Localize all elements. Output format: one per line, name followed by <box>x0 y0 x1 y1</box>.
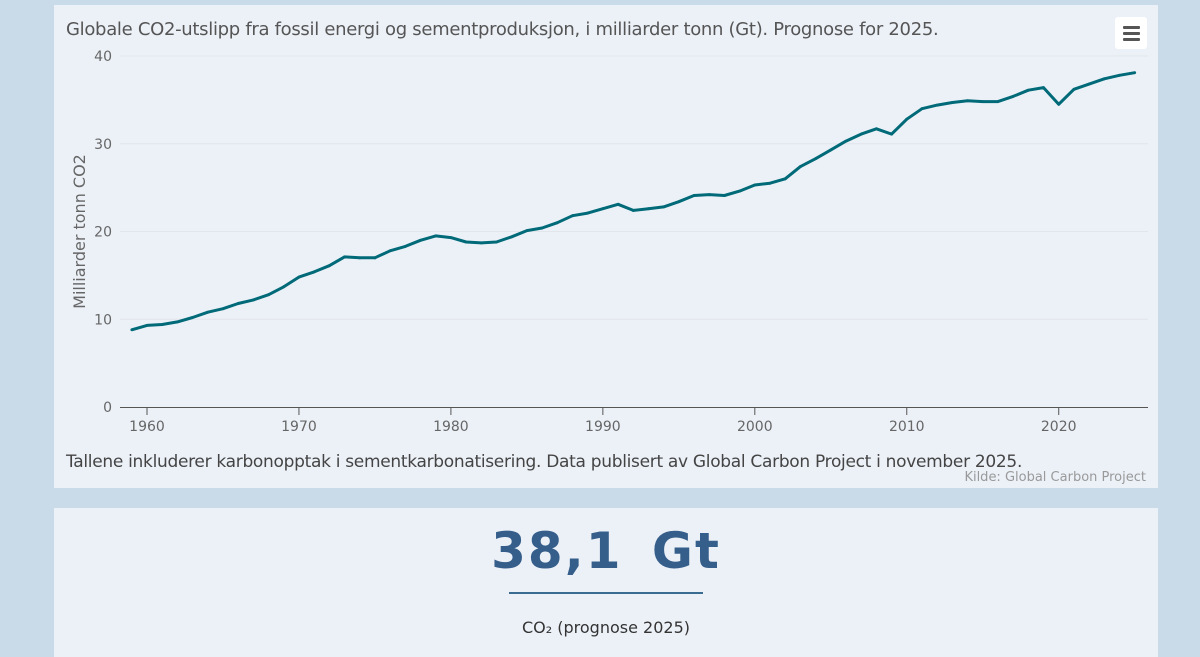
x-tick-label: 1980 <box>433 419 469 435</box>
data-point <box>267 293 270 297</box>
x-tick-label: 2020 <box>1041 419 1077 435</box>
data-point <box>282 285 286 289</box>
data-point <box>495 240 498 244</box>
data-point <box>905 117 909 121</box>
data-point <box>783 177 787 181</box>
data-point <box>738 189 742 193</box>
chart-source: Kilde: Global Carbon Project <box>964 470 1146 485</box>
data-point <box>251 298 255 302</box>
x-tick-label: 2010 <box>889 419 925 435</box>
y-tick-label: 10 <box>94 312 112 328</box>
data-point <box>707 193 711 197</box>
data-point <box>677 200 681 204</box>
chart-card: 0 10 20 30 40 1960 1970 1980 1990 2000 2010 2020 Mil… <box>54 5 1158 488</box>
data-point <box>799 165 802 168</box>
chart-title: Globale CO2-utslipp fra fossil energi og… <box>66 19 939 40</box>
series-line-co2 <box>131 71 1135 332</box>
data-point <box>449 236 453 240</box>
data-point <box>753 183 757 187</box>
data-point <box>145 323 149 327</box>
data-point <box>175 320 179 324</box>
data-point <box>160 323 164 326</box>
data-point <box>996 100 1000 104</box>
data-point <box>981 100 985 104</box>
data-point <box>662 205 666 209</box>
chart-note: Tallene inkluderer karbonopptak i sement… <box>66 452 1023 472</box>
data-point <box>312 270 316 274</box>
data-point <box>555 221 559 225</box>
y-tick-label: 30 <box>94 137 112 153</box>
data-point <box>829 148 833 152</box>
data-point <box>1072 87 1076 91</box>
data-point <box>479 241 483 245</box>
data-point <box>950 101 954 104</box>
data-point <box>464 240 468 244</box>
x-tick-label: 1990 <box>585 419 621 435</box>
data-point <box>844 139 848 143</box>
data-point <box>571 214 574 218</box>
data-point <box>1133 71 1137 75</box>
data-point <box>236 302 240 305</box>
data-point <box>540 226 544 230</box>
data-point <box>221 307 225 311</box>
data-point <box>1102 77 1106 81</box>
data-point <box>191 316 194 319</box>
kpi-value: 38,1 Gt <box>491 522 721 580</box>
kpi-label: CO₂ (prognose 2025) <box>522 618 690 637</box>
data-point <box>631 209 635 212</box>
line-chart: 0 10 20 30 40 1960 1970 1980 1990 2000 2010 2020 Mil… <box>70 49 1148 435</box>
data-point <box>1087 82 1091 86</box>
data-point <box>388 249 392 253</box>
data-point <box>647 207 650 211</box>
data-point <box>130 328 134 332</box>
data-point <box>601 207 605 211</box>
y-tick-label: 40 <box>94 49 112 65</box>
data-point <box>358 256 362 260</box>
data-point <box>890 132 893 136</box>
data-point <box>692 194 696 197</box>
data-point <box>616 202 620 206</box>
data-point <box>403 245 407 248</box>
data-point <box>1118 73 1121 77</box>
data-point <box>1026 88 1030 92</box>
data-point <box>1042 86 1045 89</box>
data-point <box>434 234 438 238</box>
data-point <box>586 211 590 215</box>
data-point <box>920 107 924 111</box>
x-tick-label: 1960 <box>129 419 165 435</box>
data-point <box>1057 102 1061 106</box>
data-point <box>297 275 301 279</box>
data-point <box>343 255 346 259</box>
data-point <box>966 99 969 103</box>
data-point <box>419 238 422 242</box>
kpi-divider <box>509 592 703 594</box>
y-tick-label: 20 <box>94 225 112 241</box>
kpi-card: 38,1 Gt CO₂ (prognose 2025) <box>54 508 1158 657</box>
data-point <box>373 256 377 260</box>
hamburger-menu-icon[interactable] <box>1115 17 1147 49</box>
y-axis-label: Milliarder tonn CO2 <box>70 154 89 309</box>
x-tick-label: 1970 <box>281 419 317 435</box>
data-point <box>859 132 863 136</box>
x-tick-label: 2000 <box>737 419 773 435</box>
data-point <box>206 310 210 314</box>
data-point <box>327 264 331 268</box>
data-point <box>1011 94 1015 98</box>
data-point <box>814 157 817 161</box>
data-point <box>525 229 529 233</box>
data-point <box>768 181 772 185</box>
data-point <box>935 103 939 107</box>
data-point <box>874 127 878 131</box>
y-tick-label: 0 <box>103 400 112 416</box>
data-point <box>723 194 726 197</box>
data-point <box>510 235 514 239</box>
